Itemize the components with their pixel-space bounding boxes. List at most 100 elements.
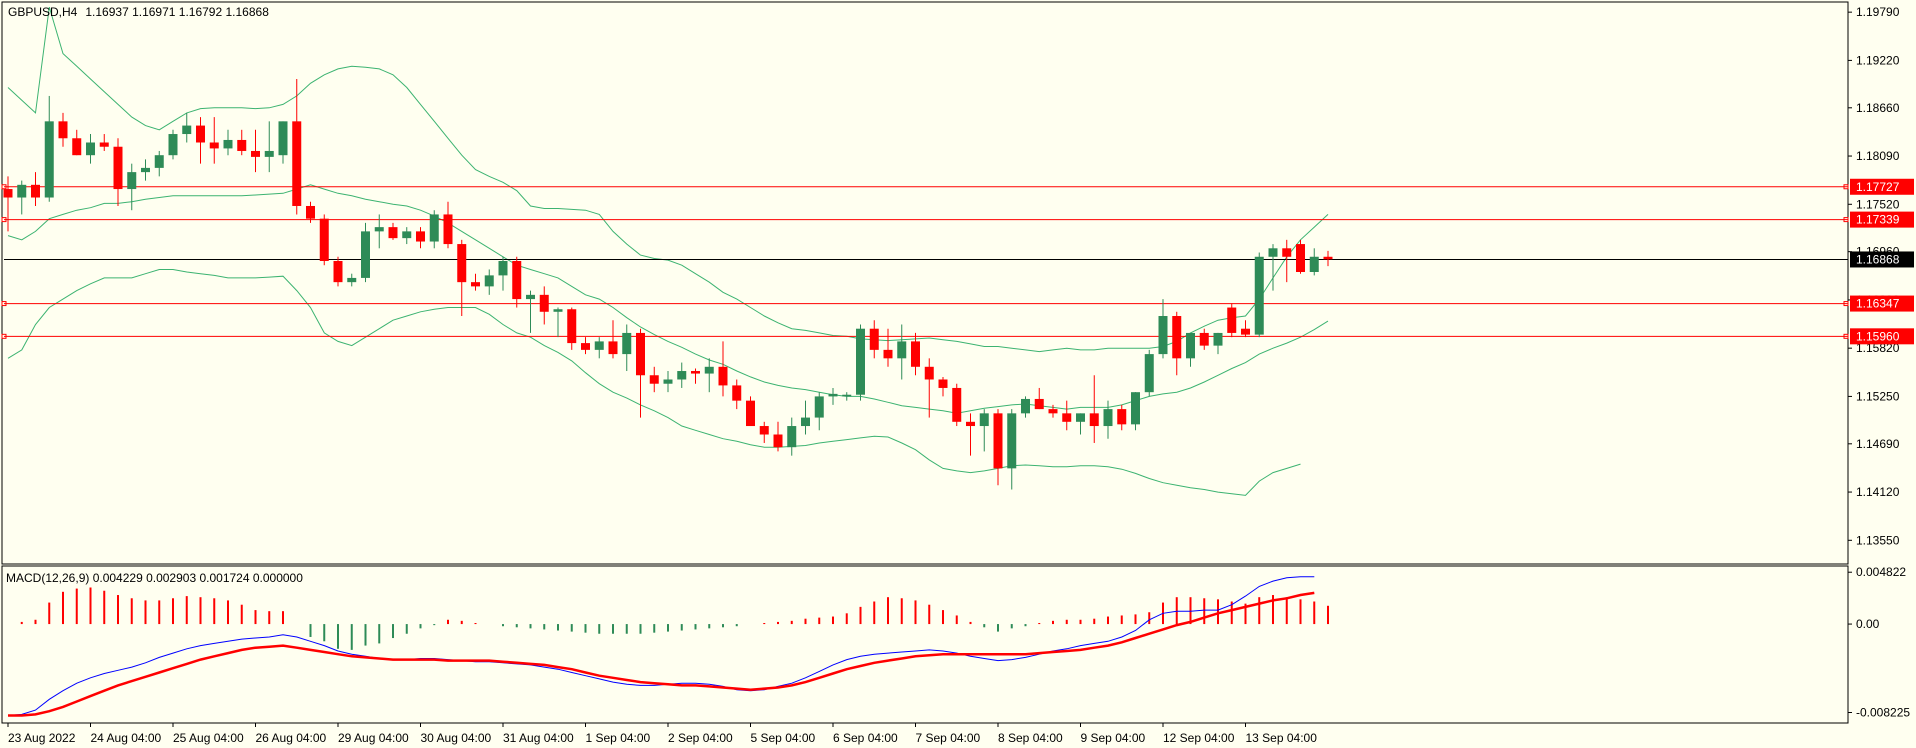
candle-body bbox=[1117, 409, 1127, 425]
candle-body bbox=[814, 396, 824, 418]
time-tick-label: 25 Aug 04:00 bbox=[173, 731, 244, 745]
candle-body bbox=[704, 366, 714, 374]
candle-body bbox=[567, 309, 577, 344]
price-tick-label: 1.18660 bbox=[1856, 101, 1900, 115]
candle-body bbox=[581, 343, 590, 350]
level-label-box bbox=[1850, 328, 1914, 345]
candle-body bbox=[1213, 332, 1223, 346]
time-tick-label: 30 Aug 04:00 bbox=[421, 731, 492, 745]
candle-body bbox=[1144, 354, 1154, 393]
time-tick-label: 5 Sep 04:00 bbox=[751, 731, 816, 745]
candle-body bbox=[539, 294, 549, 312]
candle-body bbox=[31, 184, 40, 198]
candle-body bbox=[278, 121, 288, 156]
candle-body bbox=[828, 393, 838, 397]
candle-body bbox=[594, 341, 604, 350]
price-tick-label: 1.15250 bbox=[1856, 389, 1900, 403]
candle-body bbox=[622, 332, 632, 355]
macd-signal-line bbox=[8, 591, 1315, 717]
candle-body bbox=[897, 341, 907, 359]
candle-body bbox=[17, 184, 27, 198]
candle-body bbox=[759, 426, 769, 435]
price-tick-label: 1.19220 bbox=[1856, 53, 1900, 67]
price-pane-border bbox=[1, 1, 1849, 565]
candle-body bbox=[1282, 248, 1292, 257]
candle-body bbox=[938, 379, 948, 388]
time-axis: 23 Aug 2022 24 Aug 04:00 25 Aug 04:00 26 Au… bbox=[7, 723, 1318, 745]
candle-body bbox=[3, 189, 13, 198]
level-label-text: 1.16347 bbox=[1856, 297, 1900, 311]
candle-body bbox=[842, 394, 852, 397]
candle-body bbox=[924, 366, 934, 380]
candle-body bbox=[58, 121, 68, 139]
level-anchor bbox=[1, 333, 7, 339]
price-tick-label: 1.13550 bbox=[1856, 533, 1900, 547]
macd-pane[interactable]: 0.004822 0.00 -0.008225 MACD(12,26,9) 0.00… bbox=[1, 565, 1910, 724]
candle-body bbox=[443, 214, 453, 245]
candle-body bbox=[86, 142, 95, 156]
candle-body bbox=[168, 134, 178, 156]
candle-body bbox=[553, 309, 563, 312]
candle-body bbox=[429, 214, 439, 242]
chart-symbol-label: GBPUSD,H4 1.16937 1.16971 1.16792 1.16868 bbox=[8, 5, 269, 19]
candle-body bbox=[113, 146, 123, 190]
time-tick-label: 24 Aug 04:00 bbox=[91, 731, 162, 745]
candle-body bbox=[1089, 413, 1099, 427]
candle-body bbox=[1296, 244, 1305, 272]
candle-body bbox=[1158, 316, 1168, 355]
candle-body bbox=[663, 379, 673, 384]
candle-body bbox=[209, 142, 219, 149]
candle-body bbox=[1186, 332, 1195, 359]
macd-tick-label: -0.008225 bbox=[1856, 706, 1910, 720]
bollinger-upper-line bbox=[7, 6, 1329, 353]
candle-body bbox=[1062, 413, 1072, 422]
candle-body bbox=[361, 231, 370, 278]
level-anchor bbox=[1843, 333, 1849, 339]
candle-body bbox=[44, 121, 54, 198]
candle-body bbox=[787, 426, 797, 448]
price-tick-label: 1.15820 bbox=[1856, 341, 1900, 355]
level-label-text: 1.15960 bbox=[1856, 329, 1900, 343]
price-pane[interactable]: 1.197901.192201.186601.180901.175201.169… bbox=[1, 1, 1914, 565]
price-tick-label: 1.14690 bbox=[1856, 437, 1900, 451]
candle-body bbox=[1131, 392, 1140, 425]
candle-body bbox=[374, 227, 384, 232]
candles bbox=[3, 79, 1333, 490]
price-tick-label: 1.19790 bbox=[1856, 5, 1900, 19]
candle-body bbox=[264, 150, 274, 157]
candle-body bbox=[457, 244, 467, 283]
candle-body bbox=[636, 332, 645, 376]
current-price-text: 1.16868 bbox=[1856, 252, 1900, 266]
time-tick-label: 9 Sep 04:00 bbox=[1081, 731, 1146, 745]
candle-body bbox=[993, 413, 1003, 469]
time-tick-label: 1 Sep 04:00 bbox=[586, 731, 651, 745]
level-label-text: 1.17727 bbox=[1856, 180, 1900, 194]
time-tick-label: 8 Sep 04:00 bbox=[998, 731, 1063, 745]
candle-body bbox=[182, 125, 192, 135]
level-anchor bbox=[1843, 301, 1849, 307]
time-tick-label: 13 Sep 04:00 bbox=[1246, 731, 1318, 745]
candle-body bbox=[306, 205, 315, 219]
candle-body bbox=[856, 328, 865, 395]
candle-body bbox=[223, 139, 233, 149]
candle-body bbox=[979, 413, 989, 427]
current-price-box bbox=[1850, 251, 1914, 268]
time-tick-label: 26 Aug 04:00 bbox=[256, 731, 327, 745]
candle-body bbox=[471, 282, 480, 287]
time-tick-label: 23 Aug 2022 bbox=[8, 731, 76, 745]
level-label-box bbox=[1850, 178, 1914, 195]
time-tick-label: 7 Sep 04:00 bbox=[916, 731, 981, 745]
level-label-box bbox=[1850, 211, 1914, 228]
macd-histogram bbox=[20, 587, 1329, 650]
candle-body bbox=[649, 375, 659, 384]
candle-body bbox=[952, 387, 962, 422]
candle-body bbox=[801, 417, 810, 427]
candle-body bbox=[402, 231, 412, 239]
candle-body bbox=[1199, 332, 1209, 346]
time-tick-label: 29 Aug 04:00 bbox=[338, 731, 409, 745]
candle-body bbox=[732, 385, 742, 401]
level-anchor bbox=[1843, 184, 1849, 190]
time-tick-label: 6 Sep 04:00 bbox=[833, 731, 898, 745]
candle-body bbox=[388, 227, 398, 239]
